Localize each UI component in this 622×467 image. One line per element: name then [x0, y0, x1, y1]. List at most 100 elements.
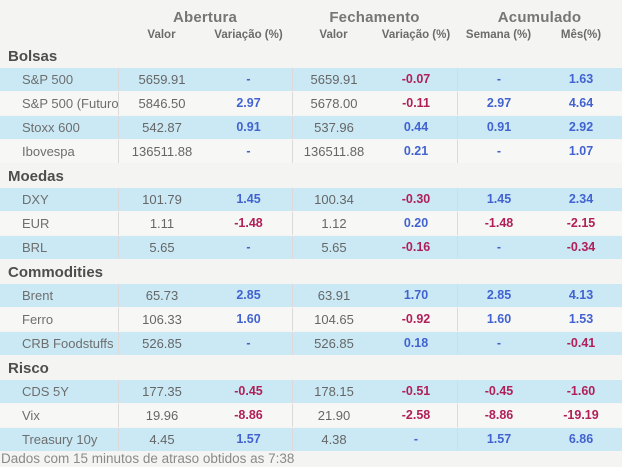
cell-acumulado-mes: 2.34 — [568, 192, 594, 206]
cell-acumulado-semana: 1.60 — [457, 308, 540, 331]
cell-acumulado-mes: 4.64 — [568, 96, 594, 110]
section: Risco CDS 5Y 177.35 -0.45 178.15 -0.51 -0.45… — [0, 360, 622, 452]
cell-abertura-variacao: - — [246, 144, 251, 158]
cell-acumulado-mes: -0.41 — [566, 336, 596, 350]
cell-acumulado-mes: 1.53 — [568, 312, 594, 326]
cell-fechamento-variacao: 1.70 — [403, 288, 429, 302]
row-label: BRL — [22, 240, 48, 255]
cell-abertura-valor: 5.65 — [118, 236, 205, 259]
table-row: CRB Foodstuffs 526.85 - 526.85 0.18 - -0.41 — [0, 332, 622, 356]
section-rows: Brent 65.73 2.85 63.91 1.70 2.85 4.13 Ferro 1… — [0, 284, 622, 356]
section-title: Moedas — [8, 168, 64, 185]
cell-abertura-variacao: -1.48 — [234, 216, 263, 230]
cell-acumulado-semana: - — [457, 68, 540, 91]
cell-abertura-valor: 526.85 — [118, 332, 205, 355]
cell-abertura-variacao: 1.57 — [236, 432, 261, 446]
table-row: Stoxx 600 542.87 0.91 537.96 0.44 0.91 2.92 — [0, 116, 622, 140]
cell-abertura-variacao: - — [246, 72, 251, 86]
cell-fechamento-valor: 104.65 — [292, 308, 375, 331]
row-label: Ferro — [22, 312, 54, 327]
cell-acumulado-mes: 1.07 — [568, 144, 594, 158]
group-label-fechamento: Fechamento — [329, 8, 420, 26]
cell-fechamento-variacao: -0.92 — [401, 312, 431, 326]
cell-abertura-valor: 136511.88 — [118, 140, 205, 163]
row-label: Vix — [22, 408, 40, 423]
cell-abertura-valor: 106.33 — [118, 308, 205, 331]
cell-fechamento-valor: 100.34 — [292, 188, 375, 211]
cell-abertura-valor: 5659.91 — [118, 68, 205, 91]
cell-abertura-variacao: 2.97 — [236, 96, 261, 110]
cell-fechamento-variacao: -2.58 — [401, 408, 431, 422]
cell-abertura-variacao: -0.45 — [234, 384, 263, 398]
subheader-fechamento-valor: Valor — [319, 29, 348, 41]
section-rows: DXY 101.79 1.45 100.34 -0.30 1.45 2.34 EUR 1.… — [0, 188, 622, 260]
cell-acumulado-mes: 2.92 — [568, 120, 594, 134]
cell-abertura-variacao: 1.60 — [236, 312, 261, 326]
row-label: Brent — [22, 288, 54, 303]
footer-delay-note: Dados com 15 minutos de atraso obtidos a… — [1, 451, 295, 466]
section-title: Bolsas — [8, 48, 58, 65]
group-label-acumulado: Acumulado — [497, 8, 582, 26]
cell-fechamento-valor: 537.96 — [292, 116, 375, 139]
cell-abertura-valor: 542.87 — [118, 116, 205, 139]
cell-fechamento-valor: 1.12 — [292, 212, 375, 235]
cell-fechamento-variacao: -0.07 — [401, 72, 431, 86]
row-label: DXY — [22, 192, 49, 207]
cell-acumulado-semana: 2.97 — [457, 92, 540, 115]
cell-abertura-variacao: -8.86 — [234, 408, 263, 422]
section-title: Risco — [8, 360, 49, 377]
cell-abertura-valor: 1.11 — [118, 212, 205, 235]
section: Commodities Brent 65.73 2.85 63.91 1.70 2.85… — [0, 264, 622, 356]
cell-fechamento-valor: 526.85 — [292, 332, 375, 355]
cell-fechamento-variacao: 0.20 — [403, 216, 429, 230]
cell-acumulado-semana: - — [457, 332, 540, 355]
row-label: CDS 5Y — [22, 384, 69, 399]
cell-fechamento-variacao: -0.11 — [402, 96, 430, 110]
row-label: CRB Foodstuffs — [22, 336, 114, 351]
cell-abertura-valor: 19.96 — [118, 404, 205, 427]
row-label: Treasury 10y — [22, 432, 98, 447]
section-rows: S&P 500 5659.91 - 5659.91 -0.07 - 1.63 S&P 50… — [0, 68, 622, 164]
cell-fechamento-variacao: -0.51 — [401, 384, 431, 398]
sections-container: Bolsas S&P 500 5659.91 - 5659.91 -0.07 - 1.63… — [0, 48, 622, 452]
table-row: S&P 500 (Futuro) 5846.50 2.97 5678.00 -0.11… — [0, 92, 622, 116]
cell-abertura-variacao: - — [246, 336, 251, 350]
cell-abertura-variacao: 1.45 — [236, 192, 261, 206]
section: Bolsas S&P 500 5659.91 - 5659.91 -0.07 - 1.63… — [0, 48, 622, 164]
cell-acumulado-semana: 1.57 — [457, 428, 540, 451]
cell-abertura-variacao: 2.85 — [236, 288, 261, 302]
cell-acumulado-semana: -8.86 — [457, 404, 540, 427]
cell-acumulado-mes: 4.13 — [568, 288, 594, 302]
cell-fechamento-valor: 136511.88 — [292, 140, 375, 163]
cell-fechamento-variacao: -0.30 — [401, 192, 431, 206]
table-row: CDS 5Y 177.35 -0.45 178.15 -0.51 -0.45 -1.60 — [0, 380, 622, 404]
row-label: S&P 500 — [22, 72, 74, 87]
cell-abertura-variacao: 0.91 — [236, 120, 261, 134]
cell-acumulado-semana: - — [457, 140, 540, 163]
cell-abertura-valor: 101.79 — [118, 188, 205, 211]
row-label: S&P 500 (Futuro) — [22, 96, 118, 111]
cell-abertura-valor: 4.45 — [118, 428, 205, 451]
table-row: Ferro 106.33 1.60 104.65 -0.92 1.60 1.53 — [0, 308, 622, 332]
cell-fechamento-valor: 21.90 — [292, 404, 375, 427]
section: Moedas DXY 101.79 1.45 100.34 -0.30 1.45 2.34… — [0, 168, 622, 260]
cell-fechamento-variacao: 0.44 — [403, 120, 429, 134]
cell-acumulado-semana: - — [457, 236, 540, 259]
group-label-abertura: Abertura — [172, 8, 238, 26]
cell-fechamento-valor: 5678.00 — [292, 92, 375, 115]
cell-acumulado-mes: -19.19 — [563, 408, 599, 422]
column-group-header-row: Abertura Fechamento Acumulado — [0, 0, 622, 26]
table-row: BRL 5.65 - 5.65 -0.16 - -0.34 — [0, 236, 622, 260]
section-title: Commodities — [8, 264, 104, 281]
table-row: Treasury 10y 4.45 1.57 4.38 - 1.57 6.86 — [0, 428, 622, 452]
subheader-abertura-valor: Valor — [147, 29, 176, 41]
row-label: Ibovespa — [22, 144, 75, 159]
table-row: S&P 500 5659.91 - 5659.91 -0.07 - 1.63 — [0, 68, 622, 92]
table-row: DXY 101.79 1.45 100.34 -0.30 1.45 2.34 — [0, 188, 622, 212]
table-row: Vix 19.96 -8.86 21.90 -2.58 -8.86 -19.19 — [0, 404, 622, 428]
cell-acumulado-mes: -2.15 — [566, 216, 596, 230]
column-subheader-row: Valor Variação (%) Valor Variação (%) Se… — [0, 26, 622, 44]
cell-abertura-valor: 65.73 — [118, 284, 205, 307]
cell-fechamento-valor: 5.65 — [292, 236, 375, 259]
row-label: Stoxx 600 — [22, 120, 80, 135]
